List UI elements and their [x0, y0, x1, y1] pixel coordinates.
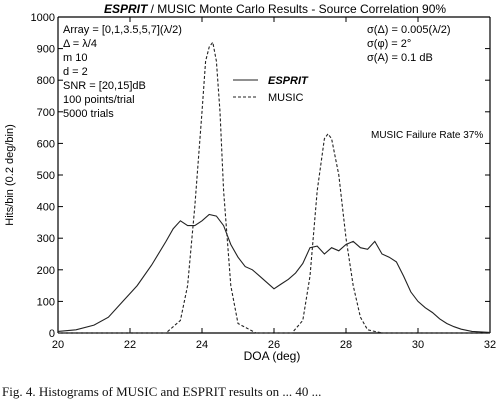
x-tick-label: 26	[268, 339, 280, 351]
chart-title: ESPRIT / MUSIC Monte Carlo Results - Sou…	[104, 2, 446, 16]
param-left-line: m 10	[63, 52, 87, 64]
parameter-list-left: Array = [0,1,3.5,5,7](λ/2) Δ = λ/4 m 10 d =…	[63, 24, 182, 120]
legend-label-music: MUSIC	[268, 92, 304, 104]
x-tick-label: 22	[124, 339, 136, 351]
y-axis-label: Hits/bin (0.2 deg/bin)	[4, 124, 16, 226]
x-axis-label: DOA (deg)	[244, 349, 301, 363]
x-tick-label: 32	[484, 339, 496, 351]
param-right-line: σ(φ) = 2°	[367, 38, 411, 50]
axis-ticks	[57, 16, 491, 334]
series-line-music	[58, 40, 490, 334]
y-tick-label: 100	[37, 296, 55, 308]
param-left-line: 100 points/trial	[63, 94, 135, 106]
param-right-line: σ(A) = 0.1 dB	[367, 52, 433, 64]
param-right-line: σ(Δ) = 0.005(λ/2)	[367, 24, 451, 36]
x-tick-label: 20	[52, 339, 64, 351]
chart-title-esprit: ESPRIT	[104, 2, 149, 16]
y-tick-label: 700	[37, 107, 55, 119]
series-line-esprit	[57, 213, 491, 333]
legend-label-esprit: ESPRIT	[268, 75, 309, 87]
y-tick-label: 200	[37, 265, 55, 277]
y-tick-label: 0	[49, 328, 55, 340]
x-tick-label: 24	[196, 339, 208, 351]
legend: ESPRIT MUSIC	[233, 75, 309, 104]
param-left-line: Array = [0,1,3.5,5,7](λ/2)	[63, 24, 182, 36]
param-left-line: 5000 trials	[63, 108, 114, 120]
y-tick-label: 300	[37, 233, 55, 245]
y-tick-label: 1000	[31, 12, 55, 24]
x-tick-label: 30	[412, 339, 424, 351]
x-tick-label: 28	[340, 339, 352, 351]
music-failure-annotation: MUSIC Failure Rate 37%	[371, 130, 483, 141]
param-left-line: Δ = λ/4	[63, 38, 97, 50]
y-tick-label: 600	[37, 138, 55, 150]
y-tick-label: 500	[37, 170, 55, 182]
y-tick-label: 900	[37, 44, 55, 56]
figure-caption: Fig. 4. Histograms of MUSIC and ESPRIT r…	[2, 384, 322, 399]
y-tick-label: 400	[37, 202, 55, 214]
plot-frame	[57, 16, 491, 334]
chart-title-rest: / MUSIC Monte Carlo Results - Source Cor…	[147, 2, 446, 16]
param-left-line: SNR = [20,15]dB	[63, 80, 146, 92]
axis-tick-labels: 20 22 24 26 28 30 32 0 100 200 300 400 500 600 700 800 9…	[31, 12, 497, 351]
y-tick-label: 800	[37, 75, 55, 87]
parameter-list-right: σ(Δ) = 0.005(λ/2) σ(φ) = 2° σ(A) = 0.1 dB	[367, 24, 451, 64]
param-left-line: d = 2	[63, 66, 88, 78]
